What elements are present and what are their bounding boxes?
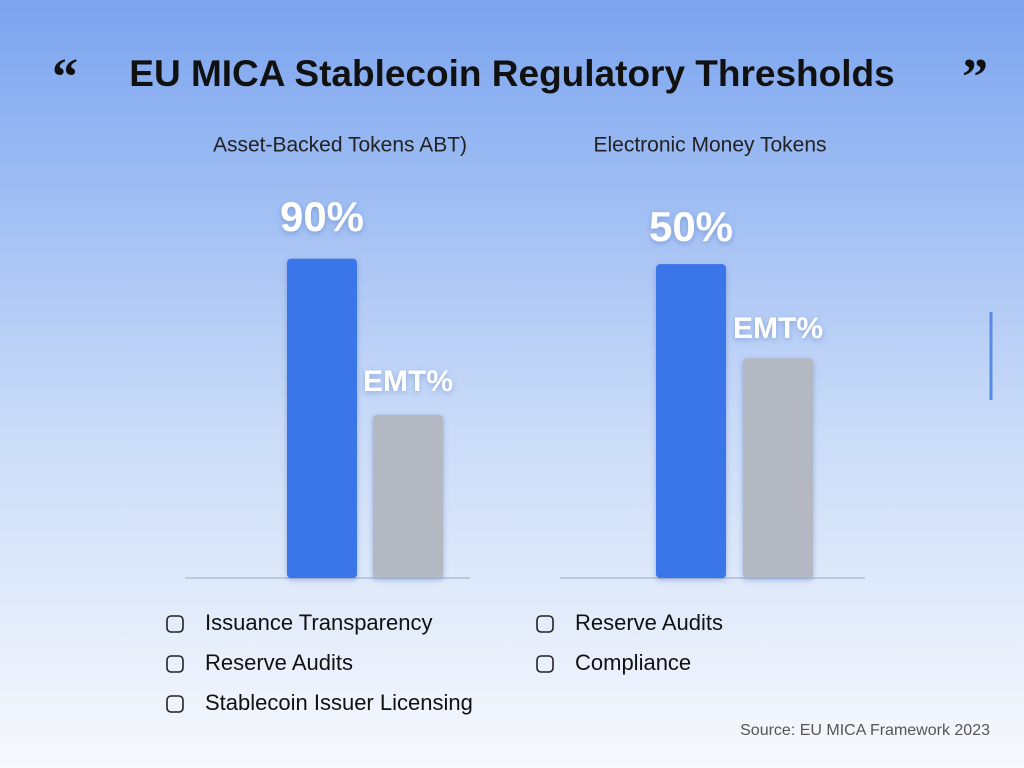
feature-icon	[166, 615, 184, 633]
title: EU MICA Stablecoin Regulatory Thresholds	[129, 53, 894, 94]
bar	[373, 414, 443, 578]
bar-label: EMT%	[363, 365, 453, 398]
bar-label: 50%	[649, 203, 733, 250]
chart-subtitle: Electronic Money Tokens	[593, 134, 826, 157]
feature-icon	[536, 655, 554, 673]
feature-label: Reserve Audits	[205, 650, 353, 675]
bar	[656, 264, 726, 578]
bar-label: 90%	[280, 193, 364, 240]
feature-label: Compliance	[575, 650, 691, 675]
feature-label: Issuance Transparency	[205, 610, 432, 635]
feature-icon	[166, 695, 184, 713]
quote-mark: “	[52, 49, 78, 106]
feature-label: Reserve Audits	[575, 610, 723, 635]
source: Source: EU MICA Framework 2023	[740, 722, 990, 739]
bar-label: EMT%	[733, 312, 823, 345]
chart-subtitle: Asset-Backed Tokens ABT)	[213, 134, 467, 157]
bar	[287, 258, 357, 578]
quote-mark: ”	[962, 49, 988, 106]
bar	[743, 358, 813, 578]
feature-label: Stablecoin Issuer Licensing	[205, 690, 473, 715]
feature-icon	[166, 655, 184, 673]
feature-icon	[536, 615, 554, 633]
